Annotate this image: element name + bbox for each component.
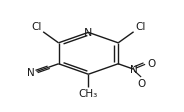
Text: N: N (27, 67, 35, 77)
Text: Cl: Cl (135, 22, 146, 31)
Text: CH₃: CH₃ (79, 88, 98, 98)
Text: N: N (130, 65, 138, 75)
Text: Cl: Cl (31, 22, 41, 31)
Text: O: O (137, 78, 145, 88)
Text: N: N (84, 28, 93, 38)
Text: O: O (147, 59, 155, 69)
